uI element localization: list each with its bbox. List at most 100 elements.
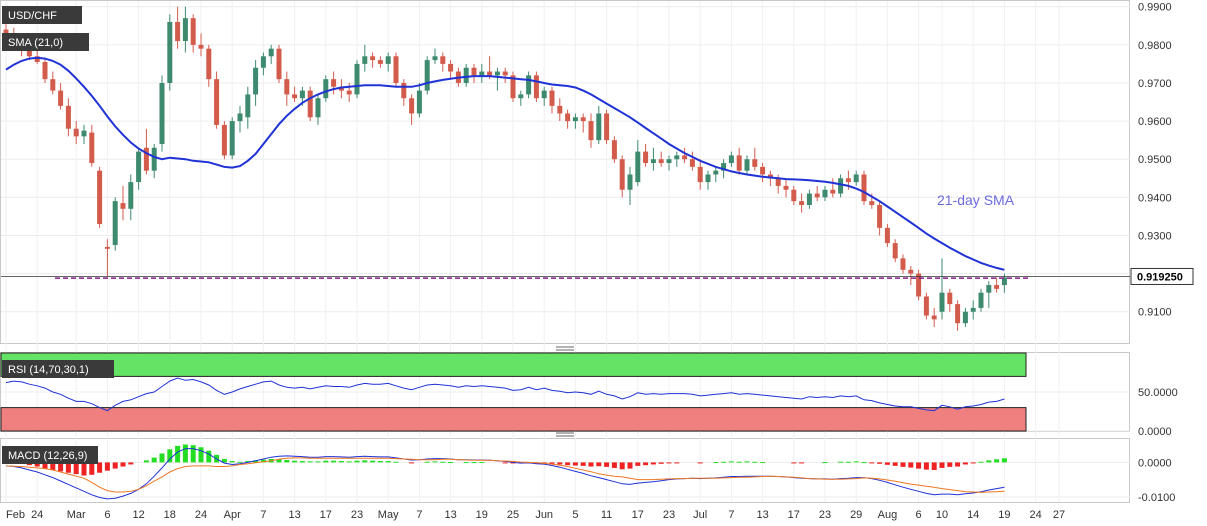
- candle-body: [658, 159, 664, 164]
- macd-histogram-bar: [331, 460, 337, 463]
- candle-body: [159, 82, 165, 144]
- macd-histogram-bar: [674, 462, 680, 464]
- candle-body: [783, 185, 789, 190]
- candle-body: [604, 113, 610, 141]
- panel-splitter-1[interactable]: [556, 346, 574, 351]
- sma-indicator-label: SMA (21,0): [8, 37, 63, 49]
- candle-body: [370, 56, 376, 61]
- price-y-tick-label: 0.9500: [1138, 154, 1172, 166]
- x-tick-label: 23: [351, 509, 363, 521]
- macd-histogram-bar: [853, 461, 859, 463]
- candle-body: [916, 273, 922, 297]
- macd-histogram-bar: [884, 462, 890, 465]
- candle-body: [892, 243, 898, 259]
- candle-body: [947, 292, 953, 305]
- candle-body: [986, 285, 992, 293]
- candle-body: [900, 258, 906, 270]
- candle-body: [182, 18, 188, 42]
- sma-annotation: 21-day SMA: [937, 192, 1015, 208]
- candle-body: [479, 71, 485, 76]
- candle-body: [346, 90, 352, 95]
- rsi-indicator-label: RSI (14,70,30,1): [8, 364, 89, 376]
- macd-histogram-bar: [892, 462, 898, 466]
- x-tick-label: 17: [320, 509, 332, 521]
- x-tick-label: 23: [663, 509, 675, 521]
- macd-histogram-bar: [549, 462, 555, 464]
- candle-body: [237, 113, 243, 122]
- candle-body: [572, 117, 578, 122]
- x-tick-label: Jun: [535, 509, 553, 521]
- candle-body: [611, 140, 617, 160]
- candle-body: [338, 86, 344, 91]
- candle-body: [814, 193, 820, 198]
- macd-histogram-bar: [151, 457, 157, 463]
- macd-histogram-bar: [510, 462, 516, 464]
- candle-body: [81, 130, 87, 137]
- candle-body: [721, 163, 727, 171]
- price-panel: [0, 0, 1130, 344]
- candle-body: [3, 29, 9, 34]
- macd-histogram-bar: [923, 462, 929, 470]
- candle-body: [557, 105, 563, 114]
- macd-histogram-bar: [994, 459, 1000, 463]
- x-tick-label: 29: [850, 509, 862, 521]
- candle-body: [760, 166, 766, 175]
- macd-y-tick-label: -0.0100: [1138, 492, 1175, 504]
- macd-histogram-bar: [752, 461, 758, 463]
- macd-histogram-bar: [73, 462, 79, 475]
- x-tick-label: 13: [444, 509, 456, 521]
- candle-body: [908, 269, 914, 274]
- candle-body: [884, 227, 890, 244]
- macd-histogram-bar: [471, 462, 477, 464]
- candle-body: [838, 178, 844, 194]
- macd-histogram-bar: [596, 462, 602, 467]
- candle-body: [533, 75, 539, 99]
- candle-body: [463, 67, 469, 83]
- candle-body: [175, 21, 181, 42]
- candle-body: [931, 315, 937, 320]
- rsi-y-tick-label: 0.0000: [1138, 426, 1172, 438]
- macd-histogram-bar: [635, 462, 641, 466]
- candle-body: [229, 121, 235, 156]
- current-price-tag: 0.919250: [1130, 267, 1194, 285]
- candle-body: [167, 21, 173, 83]
- candle-body: [151, 147, 157, 171]
- x-tick-label: May: [378, 509, 399, 521]
- macd-histogram-bar: [580, 462, 586, 466]
- macd-histogram-bar: [112, 462, 118, 469]
- macd-histogram-bar: [245, 461, 251, 463]
- candle-body: [939, 292, 945, 312]
- candle-body: [869, 201, 875, 205]
- candle-body: [245, 94, 251, 118]
- candle-body: [284, 79, 290, 95]
- candle-body: [697, 166, 703, 183]
- candle-body: [26, 48, 32, 57]
- macd-histogram-bar: [736, 461, 742, 463]
- macd-histogram-bar: [799, 462, 805, 464]
- candle-body: [424, 60, 430, 91]
- candle-body: [713, 170, 719, 175]
- x-tick-label: Jul: [693, 509, 707, 521]
- candle-body: [73, 128, 79, 137]
- macd-histogram-bar: [409, 462, 415, 464]
- candle-body: [596, 113, 602, 141]
- candle-body: [136, 151, 142, 183]
- current-price-label: 0.919250: [1137, 271, 1183, 283]
- macd-histogram-bar: [611, 462, 617, 468]
- candle-body: [1001, 277, 1007, 286]
- macd-histogram-bar: [229, 461, 235, 463]
- candle-body: [744, 159, 750, 171]
- candle-body: [65, 105, 71, 129]
- macd-histogram-bar: [939, 462, 945, 468]
- macd-histogram-bar: [604, 462, 610, 467]
- macd-histogram-bar: [978, 461, 984, 463]
- macd-histogram-bar: [198, 447, 204, 463]
- panel-splitter-2[interactable]: [556, 432, 574, 437]
- macd-histogram-bar: [440, 461, 446, 463]
- macd-histogram-bar: [346, 461, 352, 463]
- candle-body: [502, 71, 508, 76]
- candle-body: [432, 56, 438, 61]
- macd-histogram-bar: [869, 462, 875, 464]
- candle-body: [619, 159, 625, 190]
- macd-histogram-bar: [104, 462, 110, 471]
